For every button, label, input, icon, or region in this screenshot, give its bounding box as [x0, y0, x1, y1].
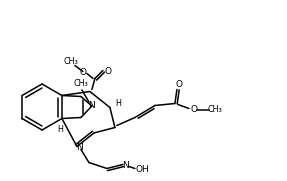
Text: CH₃: CH₃ — [63, 57, 78, 66]
Text: O: O — [104, 67, 111, 76]
Text: H: H — [115, 99, 121, 108]
Text: H: H — [57, 125, 63, 134]
Text: CH₃: CH₃ — [208, 105, 222, 114]
Text: O: O — [190, 105, 197, 114]
Text: OH: OH — [135, 165, 149, 174]
Text: N: N — [89, 102, 95, 110]
Text: N: N — [123, 161, 129, 170]
Text: N: N — [77, 143, 83, 152]
Text: O: O — [79, 68, 86, 77]
Text: O: O — [175, 80, 183, 89]
Text: CH₃: CH₃ — [73, 79, 88, 89]
